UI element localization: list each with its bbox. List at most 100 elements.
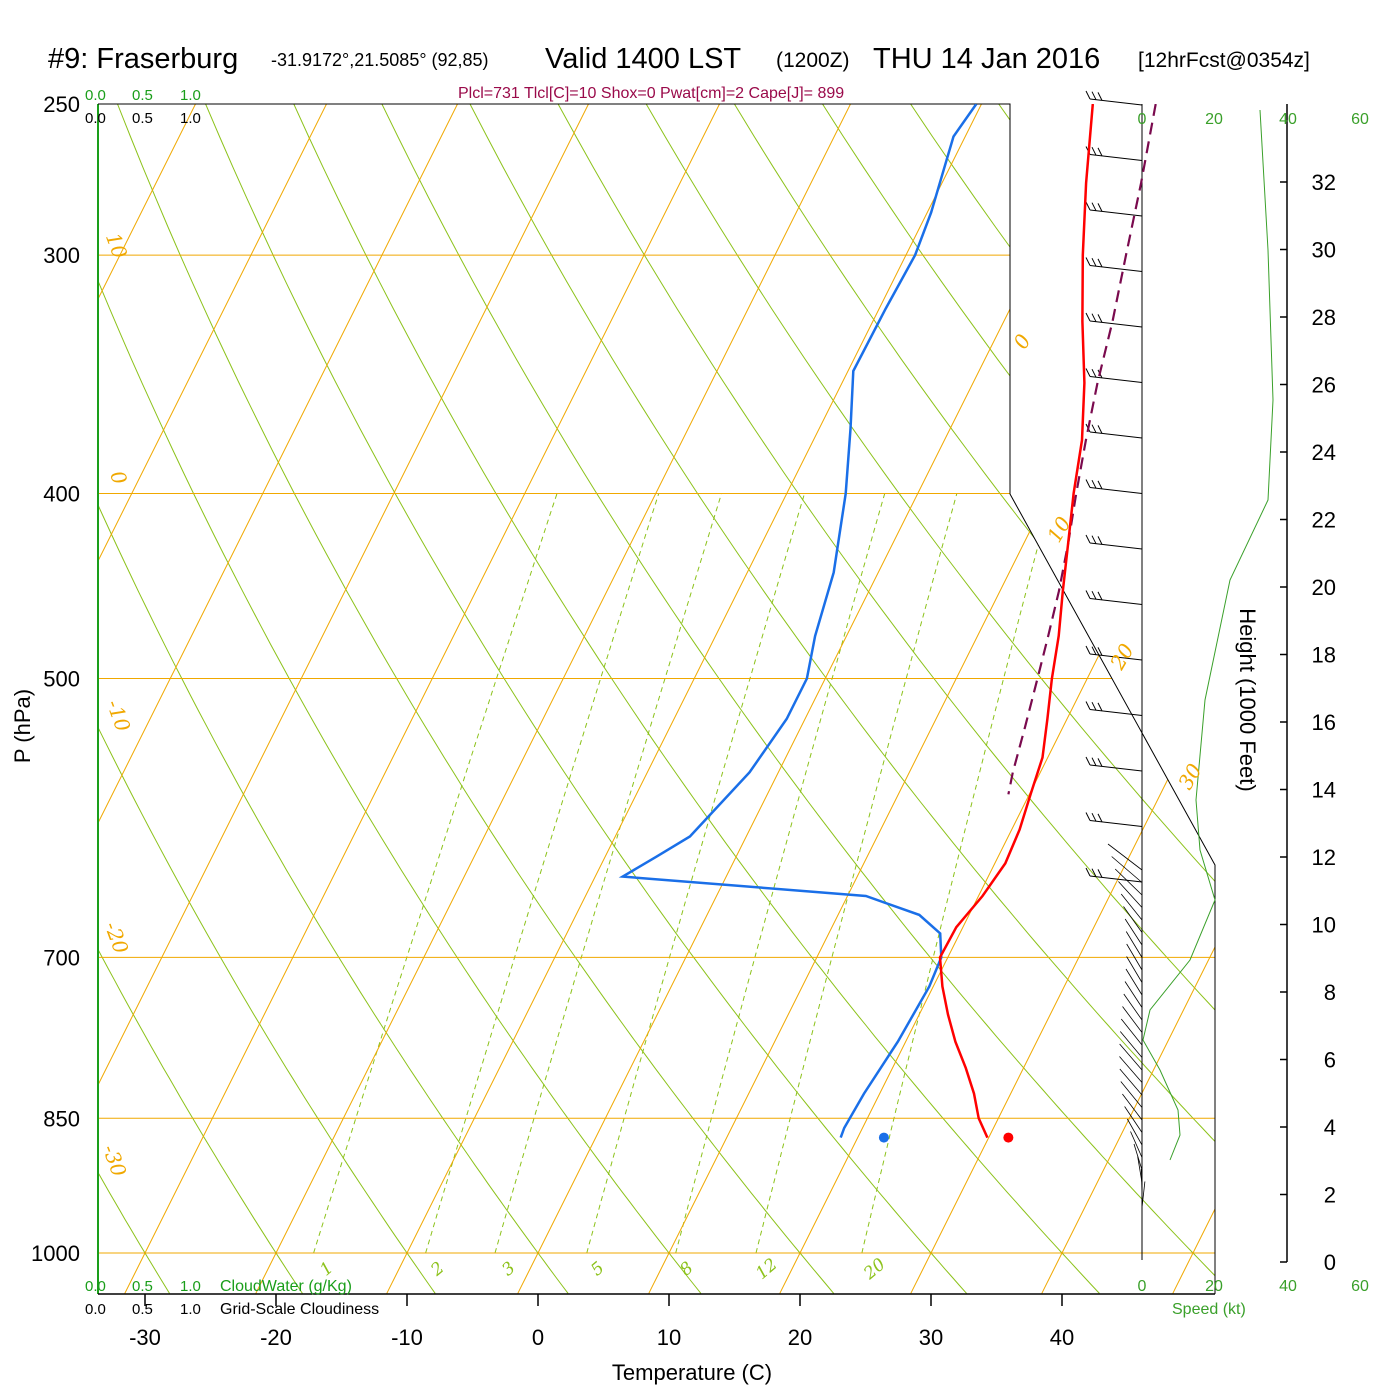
wind-barb-flag [1091,313,1097,322]
wind-barb [1126,956,1143,983]
cloud-scale-top-black-1: 0.5 [132,110,153,127]
pressure-tick-label: 300 [43,243,80,268]
isotherm-label: -10 [102,696,136,735]
valid-time: Valid 1400 LST [545,43,741,75]
wind-barb-flag [1097,203,1103,212]
surface-temperature-dot [1003,1132,1014,1143]
cloud-scale-bottom-black-2: 1.0 [180,1301,201,1318]
speed-tick-label-top: 60 [1351,111,1369,128]
wind-barb-flag [1091,646,1097,655]
wind-barb [1089,764,1143,772]
isotherm-line [1041,104,1215,1294]
wind-barb [1126,1118,1143,1146]
wind-barb-flag [1097,813,1103,823]
wind-barb-flag [1097,314,1103,323]
dry-adiabat-line [1149,104,1215,1294]
wind-barb [1119,1056,1143,1083]
isotherm-label: 20 [1105,639,1139,674]
isotherm-line [98,104,344,1294]
wind-barb-flag [1085,701,1091,710]
wind-barb [1119,1068,1143,1096]
wind-barb [1089,154,1143,161]
height-tick-label: 28 [1312,305,1336,330]
wind-barb [1089,598,1143,605]
dry-adiabat-line [98,104,303,1294]
isotherm-label: 30 [1173,759,1207,793]
isotherm-label: 10 [101,230,132,262]
isotherm-line [648,104,1215,1294]
height-tick-label: 4 [1324,1115,1336,1140]
mixing-ratio-line [861,493,1053,1254]
wind-barb [1089,820,1143,827]
wind-barb [1140,1168,1143,1196]
cloud-scale-bottom-black-1: 0.5 [132,1301,153,1318]
dry-adiabat-line [452,104,1215,1294]
cloud-scale-top-green-1: 0.5 [132,87,153,104]
pressure-tick-label: 700 [43,945,80,970]
height-axis-title: Height (1000 Feet) [1235,608,1260,791]
y-axis-title: P (hPa) [10,689,35,763]
height-tick-label: 16 [1312,710,1336,735]
wind-barb-flag [1091,812,1097,822]
dry-adiabat-line [974,104,1215,1294]
pressure-tick-label: 250 [43,92,80,117]
mixing-ratio-label: 12 [752,1255,781,1284]
mixing-ratio-line [494,493,722,1254]
temperature-axis: -30 -20 -10 0 10 20 30 40 [129,1294,1074,1350]
wind-barb-flag [1097,536,1103,545]
wind-barb-flag [1091,479,1097,489]
wind-barb-flag [1091,701,1097,711]
height-tick-label: 0 [1324,1250,1336,1275]
mixing-ratio-label: 5 [587,1258,608,1280]
temperature-tick-label: -30 [129,1325,161,1350]
dry-adiabat-line [98,104,702,1294]
x-axis-title: Temperature (C) [612,1360,772,1385]
station-title: #9: Fraserburg [48,43,238,75]
grid-layer [98,104,1215,1294]
wind-barb-flag [1085,257,1091,266]
wind-barb-flag [1091,590,1097,600]
height-tick-label: 26 [1312,373,1336,398]
wind-barb-flag [1097,591,1103,601]
wind-barb [1123,993,1143,1021]
height-tick-label: 12 [1312,845,1336,870]
height-tick-label: 8 [1324,980,1336,1005]
speed-tick-label-top: 0 [1138,111,1147,128]
height-tick-label: 18 [1312,643,1336,668]
wind-barb-flag [1097,480,1103,490]
dry-adiabat-line [539,104,1215,1294]
wind-barb-flag [1091,535,1097,544]
wind-barb [1118,881,1143,908]
speed-tick-label-top: 40 [1279,111,1297,128]
isotherm-line [386,104,999,1294]
height-tick-label: 32 [1312,170,1336,195]
wind-barb [1089,209,1143,217]
isotherm-label: 0 [1008,330,1035,353]
temperature-tick-label: 10 [657,1325,681,1350]
wind-speed-axis-title: Speed (kt) [1172,1301,1246,1318]
wind-barb [1130,1131,1143,1158]
wind-barb [1122,1093,1143,1121]
dry-adiabat-line [104,104,835,1294]
cloud-scale-top-black-2: 1.0 [180,110,201,127]
cloud-scale-top-green-2: 1.0 [180,87,201,104]
forecast-info: [12hrFcst@0354z] [1138,49,1310,72]
surface-dewpoint-dot [878,1132,889,1143]
wind-barb [1141,1181,1146,1208]
wind-barb [1089,653,1143,661]
height-tick-label: 22 [1312,508,1336,533]
wind-barb-flag [1097,147,1103,157]
temperature-tick-label: -20 [260,1325,292,1350]
wind-barb-flag [1097,869,1103,878]
zulu-time: (1200Z) [776,49,850,72]
cloud-scale-top-black-0: 0.0 [85,110,106,127]
wind-barb-flag [1097,258,1103,268]
wind-barb [1089,487,1143,494]
wind-barb-flag [1085,534,1091,544]
height-tick-label: 14 [1312,778,1336,803]
pressure-tick-label: 500 [43,667,80,692]
wind-barb [1119,1031,1143,1058]
isotherm-label: 0 [105,468,132,488]
wind-barb-flag [1091,257,1097,267]
